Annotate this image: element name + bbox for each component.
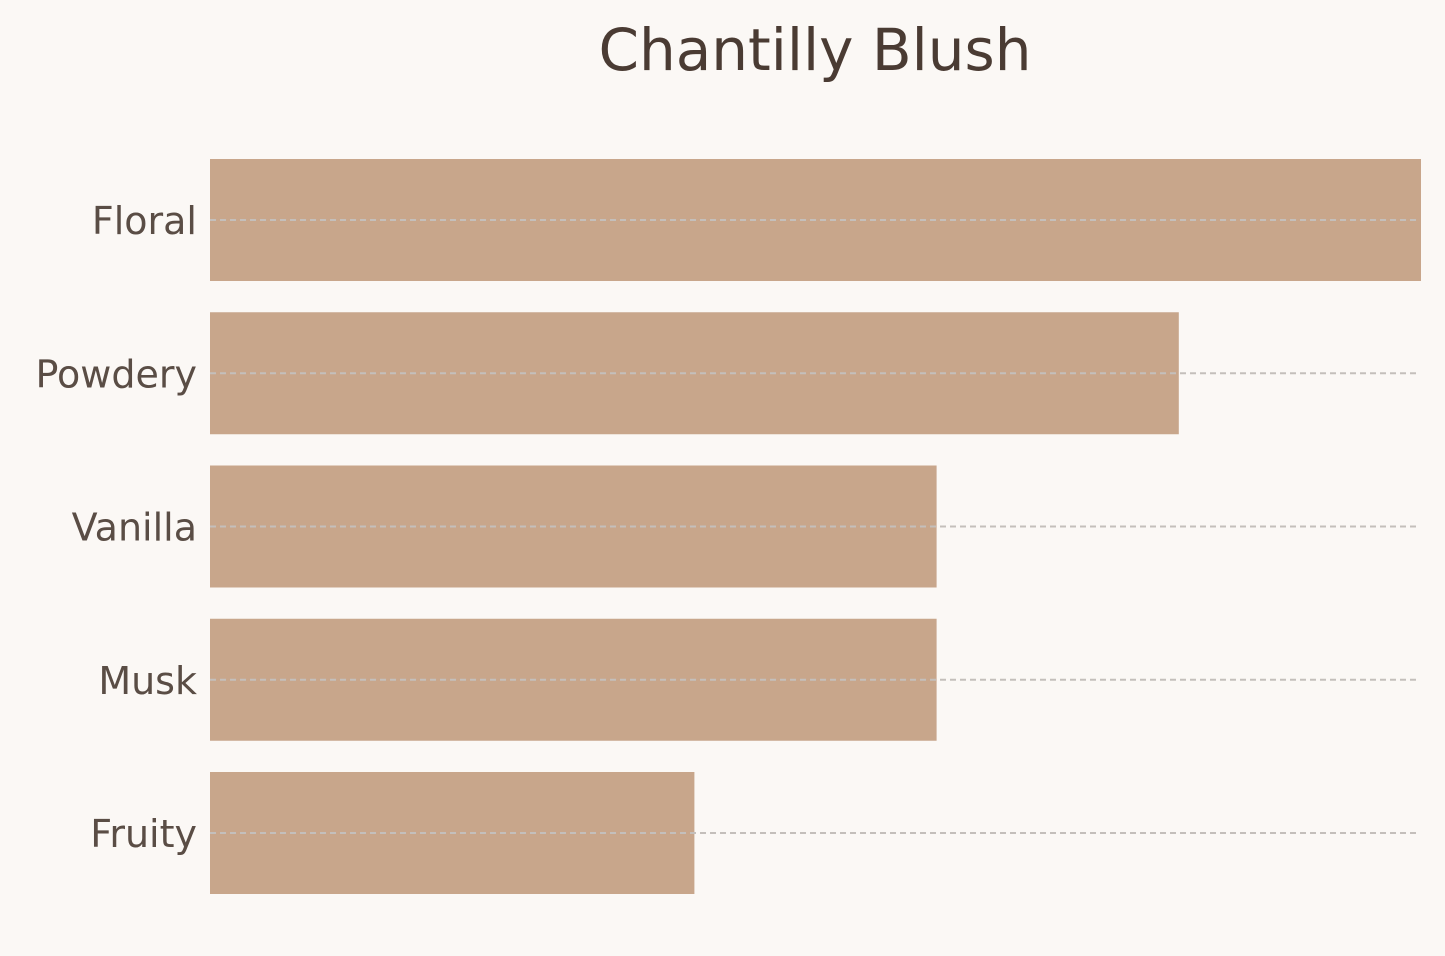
category-label-musk: Musk [98, 659, 197, 703]
category-label-fruity: Fruity [90, 812, 197, 856]
category-label-powdery: Powdery [36, 352, 198, 396]
category-label-vanilla: Vanilla [72, 506, 197, 550]
gridlines [210, 219, 1419, 834]
category-axis-labels: Floral Powdery Vanilla Musk Fruity [36, 199, 198, 856]
chart-title: Chantilly Blush [598, 16, 1031, 84]
category-label-floral: Floral [92, 199, 197, 243]
